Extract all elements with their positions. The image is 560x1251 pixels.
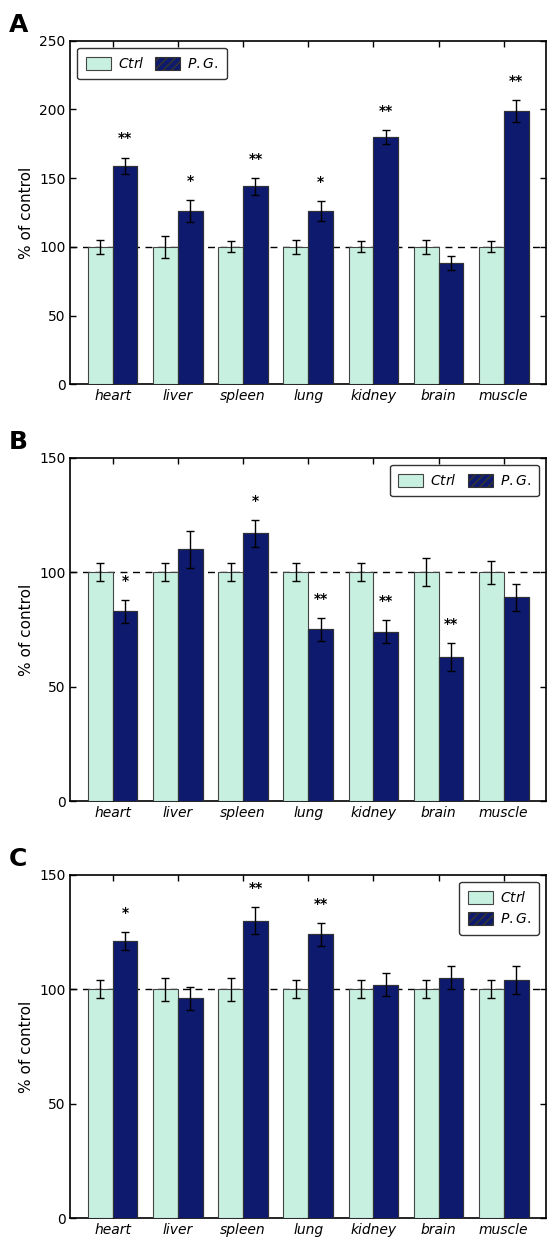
Bar — [438, 263, 463, 384]
Bar — [504, 598, 529, 801]
Bar — [374, 136, 398, 384]
Text: *: * — [317, 175, 324, 189]
Legend: $\mathit{Ctrl}$, $\mathit{P.G.}$: $\mathit{Ctrl}$, $\mathit{P.G.}$ — [390, 464, 539, 497]
Text: **: ** — [248, 881, 263, 894]
Bar — [479, 246, 504, 384]
Bar — [349, 572, 374, 801]
Bar — [308, 629, 333, 801]
Bar — [374, 985, 398, 1218]
Bar — [283, 246, 308, 384]
Bar — [178, 549, 203, 801]
Bar — [243, 921, 268, 1218]
Bar — [374, 632, 398, 801]
Text: **: ** — [314, 592, 328, 605]
Y-axis label: % of control: % of control — [18, 583, 34, 676]
Text: **: ** — [314, 897, 328, 911]
Bar — [308, 629, 333, 801]
Text: C: C — [8, 847, 27, 871]
Bar — [504, 980, 529, 1218]
Bar — [178, 549, 203, 801]
Bar — [349, 246, 374, 384]
Bar — [438, 978, 463, 1218]
Bar — [153, 572, 178, 801]
Text: B: B — [8, 430, 27, 454]
Bar — [504, 598, 529, 801]
Bar — [504, 980, 529, 1218]
Bar — [218, 246, 243, 384]
Bar — [374, 136, 398, 384]
Bar — [438, 657, 463, 801]
Bar — [243, 533, 268, 801]
Bar — [438, 978, 463, 1218]
Text: **: ** — [509, 74, 523, 88]
Bar — [504, 111, 529, 384]
Bar — [414, 572, 438, 801]
Bar — [113, 612, 137, 801]
Legend: $\mathit{Ctrl}$, $\mathit{P.G.}$: $\mathit{Ctrl}$, $\mathit{P.G.}$ — [459, 882, 539, 934]
Text: *: * — [122, 574, 129, 588]
Bar — [218, 572, 243, 801]
Bar — [113, 166, 137, 384]
Bar — [178, 998, 203, 1218]
Text: **: ** — [379, 594, 393, 608]
Bar — [374, 632, 398, 801]
Bar — [88, 246, 113, 384]
Bar — [243, 186, 268, 384]
Bar — [178, 211, 203, 384]
Bar — [308, 934, 333, 1218]
Bar — [218, 990, 243, 1218]
Bar — [479, 990, 504, 1218]
Bar — [283, 572, 308, 801]
Y-axis label: % of control: % of control — [18, 1001, 34, 1092]
Bar — [308, 934, 333, 1218]
Bar — [153, 246, 178, 384]
Bar — [88, 572, 113, 801]
Bar — [283, 990, 308, 1218]
Text: A: A — [8, 14, 28, 38]
Bar — [414, 990, 438, 1218]
Text: *: * — [186, 174, 194, 188]
Bar — [113, 612, 137, 801]
Bar — [374, 985, 398, 1218]
Bar — [178, 211, 203, 384]
Bar — [88, 990, 113, 1218]
Bar — [243, 921, 268, 1218]
Bar — [243, 186, 268, 384]
Text: **: ** — [444, 617, 458, 632]
Legend: $\mathit{Ctrl}$, $\mathit{P.G.}$: $\mathit{Ctrl}$, $\mathit{P.G.}$ — [77, 48, 227, 79]
Bar — [438, 657, 463, 801]
Text: **: ** — [118, 131, 132, 145]
Bar — [113, 166, 137, 384]
Bar — [308, 211, 333, 384]
Y-axis label: % of control: % of control — [18, 166, 34, 259]
Text: *: * — [252, 494, 259, 508]
Bar — [349, 990, 374, 1218]
Bar — [243, 533, 268, 801]
Text: **: ** — [379, 104, 393, 118]
Bar — [414, 246, 438, 384]
Bar — [438, 263, 463, 384]
Bar — [308, 211, 333, 384]
Bar — [153, 990, 178, 1218]
Bar — [178, 998, 203, 1218]
Text: **: ** — [248, 153, 263, 166]
Bar — [479, 572, 504, 801]
Bar — [113, 941, 137, 1218]
Bar — [504, 111, 529, 384]
Text: *: * — [122, 906, 129, 919]
Bar — [113, 941, 137, 1218]
